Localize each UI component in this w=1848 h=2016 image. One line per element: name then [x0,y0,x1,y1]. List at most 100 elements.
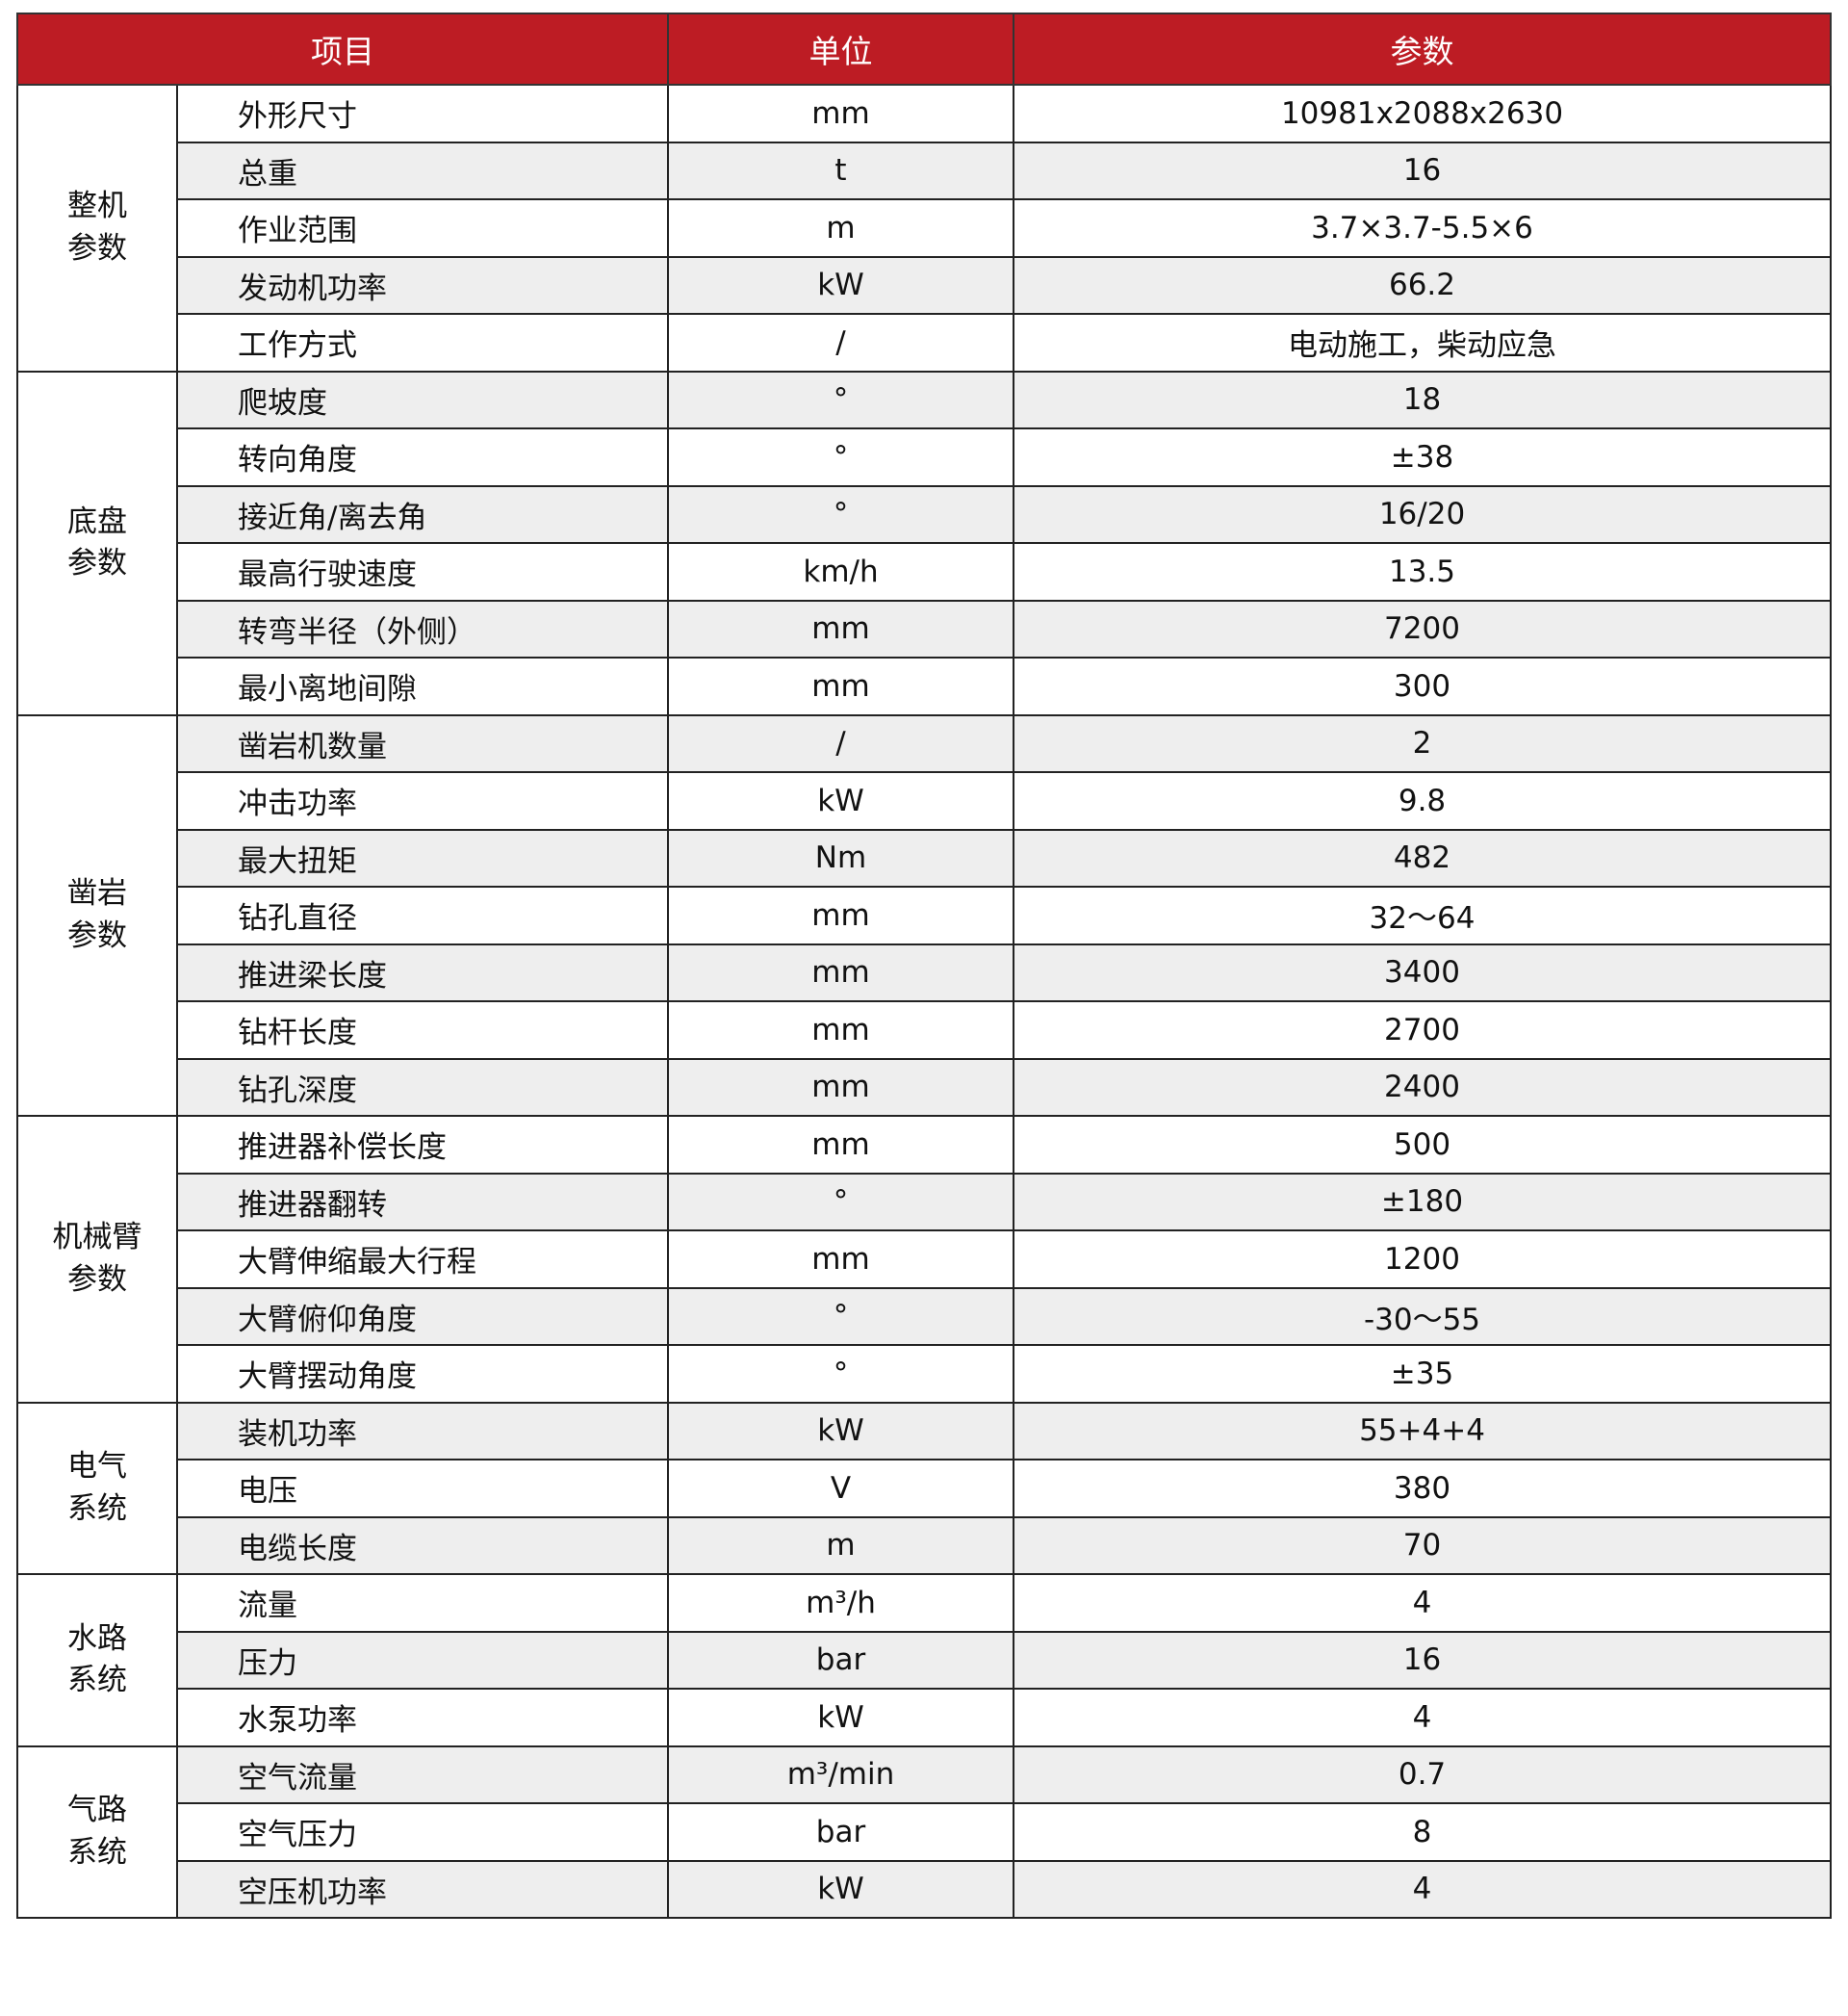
table-row: 转向角度 ° ±38 [17,427,1832,487]
table-row: 空气压力 bar 8 [17,1802,1832,1862]
item-cell: 推进梁长度 [176,943,669,1002]
table-row: 最高行驶速度 km/h 13.5 [17,542,1832,602]
category-cell: 电气 系统 [16,1401,178,1575]
table-row: 最小离地间隙 mm 300 [17,657,1832,716]
category-label: 参数 [67,1261,127,1297]
item-cell: 电压 [176,1459,669,1518]
item-cell: 最高行驶速度 [176,542,669,602]
item-cell: 流量 [176,1573,669,1633]
unit-cell: ° [667,484,1014,544]
value-cell: 16 [1013,1630,1832,1690]
item-cell: 总重 [176,141,669,200]
item-cell: 大臂伸缩最大行程 [176,1229,669,1289]
item-cell: 发动机功率 [176,255,669,315]
item-cell: 最大扭矩 [176,828,669,888]
item-cell: 推进器翻转 [176,1172,669,1231]
value-cell: 电动施工，柴动应急 [1013,313,1832,373]
unit-cell: mm [667,1057,1014,1117]
item-cell: 推进器补偿长度 [176,1115,669,1175]
item-cell: 工作方式 [176,313,669,373]
unit-cell: ° [667,427,1014,487]
table-row: 冲击功率 kW 9.8 [17,771,1832,831]
table-row: 推进梁长度 mm 3400 [17,943,1832,1002]
unit-cell: mm [667,657,1014,716]
item-cell: 钻孔直径 [176,886,669,945]
value-cell: 32～64 [1013,886,1832,945]
value-cell: 16/20 [1013,484,1832,544]
table-row: 工作方式 / 电动施工，柴动应急 [17,313,1832,373]
item-cell: 钻孔深度 [176,1057,669,1117]
value-cell: 380 [1013,1459,1832,1518]
unit-cell: V [667,1459,1014,1518]
unit-cell: ° [667,1344,1014,1404]
table-row: 电气 系统 装机功率 kW 55+4+4 [16,1401,1832,1575]
table-row: 水路 系统 流量 m³/h 4 [16,1573,1832,1747]
value-cell: 2400 [1013,1057,1832,1117]
unit-cell: m [667,1515,1014,1575]
unit-cell: / [667,313,1014,373]
category-cell: 凿岩 参数 [16,713,178,1117]
item-cell: 电缆长度 [176,1515,669,1575]
value-cell: 300 [1013,657,1832,716]
unit-cell: kW [667,1401,1014,1460]
value-cell: 66.2 [1013,255,1832,315]
item-cell: 接近角/离去角 [176,484,669,544]
item-cell: 转弯半径（外侧） [176,599,669,659]
table-row: 电缆长度 m 70 [17,1515,1832,1575]
table-row: 总重 t 16 [17,141,1832,200]
value-cell: 4 [1013,1859,1832,1919]
table-row: 大臂俯仰角度 ° -30～55 [17,1286,1832,1346]
table-row: 电压 V 380 [17,1459,1832,1518]
table-row: 发动机功率 kW 66.2 [17,255,1832,315]
item-cell: 空气压力 [176,1802,669,1862]
spec-table: 项目 单位 参数 整机 参数 外形尺寸 mm 10981x2088x2630 总重 t 16 作… [16,13,1832,1919]
value-cell: 70 [1013,1515,1832,1575]
unit-cell: km/h [667,542,1014,602]
category-label: 机械臂 [52,1220,142,1255]
value-cell: 1200 [1013,1229,1832,1289]
header-param: 参数 [1013,13,1832,86]
table-row: 气路 系统 空气流量 m³/min 0.7 [16,1745,1832,1919]
category-label: 底盘 [67,504,127,539]
value-cell: 55+4+4 [1013,1401,1832,1460]
header-item: 项目 [16,13,669,86]
item-cell: 空气流量 [176,1745,669,1804]
item-cell: 空压机功率 [176,1859,669,1919]
category-cell: 机械臂 参数 [16,1115,178,1404]
item-cell: 装机功率 [176,1401,669,1460]
unit-cell: mm [667,1229,1014,1289]
unit-cell: bar [667,1630,1014,1690]
header-unit: 单位 [667,13,1014,86]
item-cell: 爬坡度 [176,370,669,429]
unit-cell: kW [667,1688,1014,1747]
value-cell: 4 [1013,1688,1832,1747]
unit-cell: m [667,198,1014,258]
unit-cell: ° [667,370,1014,429]
value-cell: -30～55 [1013,1286,1832,1346]
value-cell: 13.5 [1013,542,1832,602]
table-row: 水泵功率 kW 4 [17,1688,1832,1747]
value-cell: ±180 [1013,1172,1832,1231]
table-row: 大臂伸缩最大行程 mm 1200 [17,1229,1832,1289]
table-row: 压力 bar 16 [17,1630,1832,1690]
unit-cell: t [667,141,1014,200]
category-cell: 整机 参数 [16,84,178,373]
value-cell: 500 [1013,1115,1832,1175]
table-row: 作业范围 m 3.7×3.7-5.5×6 [17,198,1832,258]
unit-cell: kW [667,255,1014,315]
item-cell: 大臂俯仰角度 [176,1286,669,1346]
category-label: 凿岩 [67,876,127,912]
table-row: 机械臂 参数 推进器补偿长度 mm 500 [16,1115,1832,1404]
item-cell: 作业范围 [176,198,669,258]
value-cell: 10981x2088x2630 [1013,84,1832,143]
item-cell: 转向角度 [176,427,669,487]
unit-cell: mm [667,599,1014,659]
category-label: 系统 [67,1834,127,1870]
table-row: 接近角/离去角 ° 16/20 [17,484,1832,544]
value-cell: 4 [1013,1573,1832,1633]
value-cell: ±35 [1013,1344,1832,1404]
table-row: 钻杆长度 mm 2700 [17,1000,1832,1060]
value-cell: 482 [1013,828,1832,888]
unit-cell: mm [667,886,1014,945]
table-row: 钻孔深度 mm 2400 [17,1057,1832,1117]
